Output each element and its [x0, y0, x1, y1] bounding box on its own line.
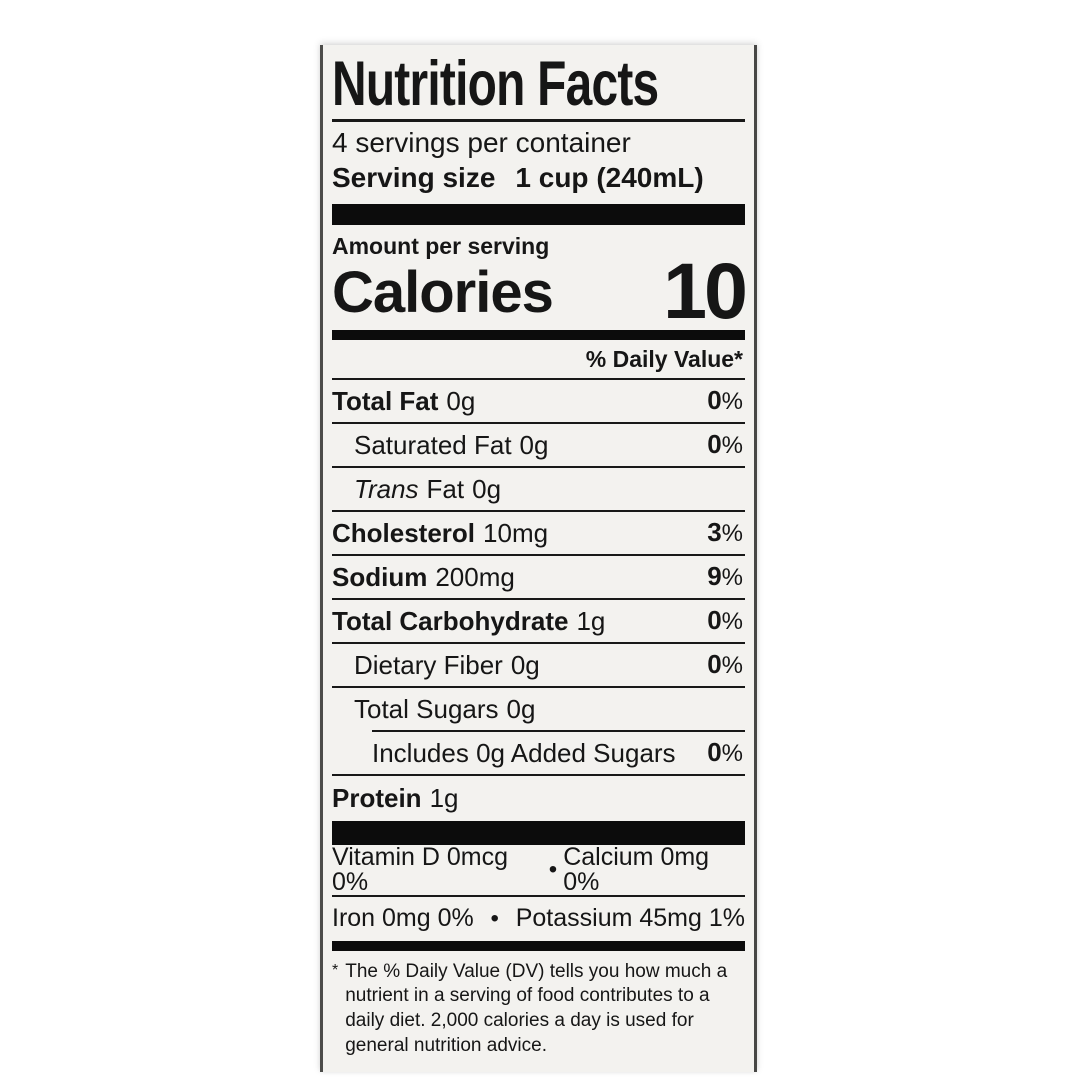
nutrient-name: Dietary Fiber — [354, 649, 503, 680]
divider-indented — [372, 729, 745, 732]
nutrient-name: Sodium — [332, 561, 428, 592]
divider-under-title — [332, 119, 745, 122]
nutrient-name: Cholesterol — [332, 517, 476, 548]
nutrient-amount: 10mg — [483, 517, 549, 548]
bullet-separator: • — [490, 904, 499, 932]
nutrient-daily-value: 0% — [707, 737, 743, 768]
nutrient-name: Total Sugars — [354, 693, 499, 724]
micronutrient-right: Calcium 0mg 0% — [563, 842, 710, 896]
nutrient-row-dietary-fiber: Dietary Fiber 0g 0% — [332, 644, 745, 688]
nutrient-row-saturated-fat: Saturated Fat 0g 0% — [332, 424, 745, 468]
nutrient-amount: 0g — [519, 429, 549, 460]
micronutrient-left: Iron 0mg 0% — [332, 904, 474, 933]
nutrient-row-protein: Protein 1g — [332, 776, 745, 821]
divider-medium-bar — [332, 330, 745, 341]
percent-sign: % — [721, 652, 743, 680]
nutrient-name: Total Fat — [332, 385, 439, 416]
footnote-text: The % Daily Value (DV) tells you how muc… — [345, 960, 728, 1056]
percent-sign: % — [721, 388, 743, 416]
micronutrient-left: Vitamin D 0mcg 0% — [332, 842, 508, 896]
percent-sign: % — [721, 740, 743, 768]
bullet-separator: • — [548, 855, 558, 883]
percent-sign: % — [721, 608, 743, 636]
nutrient-daily-value: 0% — [707, 429, 743, 460]
nutrition-facts-label: Nutrition Facts 4 servings per container… — [320, 45, 757, 1073]
nutrient-name-italic: Trans — [354, 473, 419, 504]
percent-sign: % — [721, 520, 743, 548]
nutrient-amount: 1g — [576, 605, 606, 636]
nutrient-row-total-sugars: Total Sugars 0g — [332, 688, 745, 730]
servings-per-container: 4 servings per container — [332, 127, 631, 158]
label-title: Nutrition Facts — [332, 49, 659, 119]
nutrient-name: Total Carbohydrate — [332, 605, 569, 636]
nutrient-amount: 0g — [446, 385, 476, 416]
nutrient-row-trans-fat: Trans Fat 0g — [332, 468, 745, 512]
calories-value: 10 — [663, 246, 748, 336]
nutrient-row-sodium: Sodium 200mg 9% — [332, 556, 745, 600]
divider-thick-bar — [332, 204, 745, 226]
nutrient-row-added-sugars: Includes 0g Added Sugars 0% — [332, 732, 745, 776]
nutrient-row-cholesterol: Cholesterol 10mg 3% — [332, 512, 745, 556]
serving-size-row: Serving size 1 cup (240mL) — [332, 160, 745, 195]
nutrient-daily-value: 9% — [707, 561, 743, 592]
divider-medium-bar — [332, 940, 745, 951]
serving-size-label: Serving size — [332, 162, 496, 194]
nutrient-daily-value: 0% — [707, 385, 743, 416]
nutrient-daily-value: 0% — [707, 649, 743, 680]
calories-label: Calories — [332, 260, 554, 326]
nutrient-daily-value: 0% — [707, 605, 743, 636]
nutrient-name: Fat — [426, 473, 465, 504]
nutrient-amount: 0g — [510, 649, 540, 680]
serving-size-value: 1 cup (240mL) — [515, 162, 704, 194]
amount-per-serving-label: Amount per serving — [332, 233, 550, 260]
nutrient-name: Includes 0g Added Sugars — [372, 737, 676, 768]
calories-row: Calories 10 — [332, 246, 748, 336]
nutrient-name: Protein — [332, 783, 422, 814]
divider-thick-bar — [332, 820, 745, 845]
percent-sign: % — [721, 432, 743, 460]
nutrient-amount: 1g — [429, 783, 459, 814]
nutrient-row-total-fat: Total Fat 0g 0% — [332, 380, 745, 424]
nutrient-daily-value: 3% — [707, 517, 743, 548]
footnote-asterisk: * — [332, 961, 339, 979]
micronutrient-right: Potassium 45mg 1% — [515, 904, 745, 933]
nutrient-amount: 0g — [472, 473, 502, 504]
percent-sign: % — [721, 564, 743, 592]
nutrient-amount: 0g — [506, 693, 536, 724]
daily-value-footnote: * The % Daily Value (DV) tells you how m… — [332, 951, 745, 1061]
micronutrient-row-2: Iron 0mg 0% • Potassium 45mg 1% — [332, 897, 745, 941]
nutrient-amount: 200mg — [435, 561, 515, 592]
micronutrient-row-1: Vitamin D 0mcg 0% • Calcium 0mg 0% — [332, 842, 745, 897]
nutrient-row-total-carbohydrate: Total Carbohydrate 1g 0% — [332, 600, 745, 644]
daily-value-header: % Daily Value* — [332, 340, 745, 380]
nutrient-name: Saturated Fat — [354, 429, 512, 460]
